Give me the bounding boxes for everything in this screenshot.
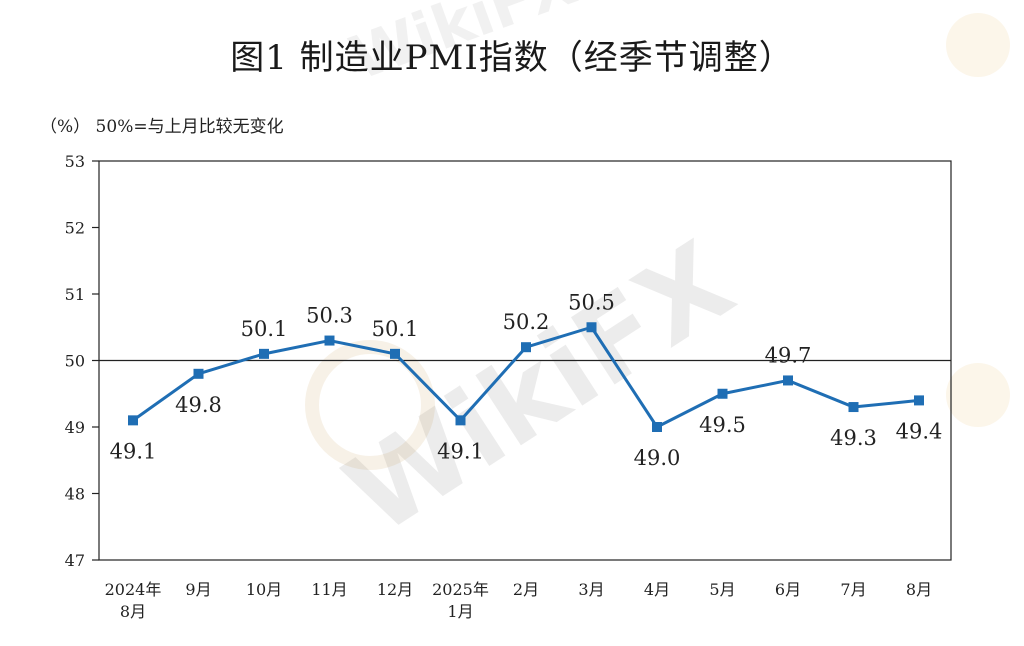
data-point (193, 368, 204, 379)
chart-subtitle: （%） 50%=与上月比较无变化 (40, 117, 284, 137)
y-tick-label: 49 (65, 418, 85, 437)
watermark-text: WikiFX (341, 0, 585, 94)
x-tick-label: 2025年 (432, 580, 489, 599)
watermark-logo (305, 340, 435, 470)
data-label: 50.3 (306, 304, 353, 328)
y-tick-label: 51 (65, 285, 85, 304)
data-point (914, 395, 924, 406)
data-point (128, 415, 138, 426)
data-label: 49.5 (699, 413, 746, 437)
data-labels: 49.1 49.8 50.1 50.3 50.1 49.1 50.2 50.5 49.0 49.5… (110, 290, 943, 470)
data-point (455, 415, 466, 426)
y-axis: 47 48 49 50 51 52 53 (65, 152, 99, 570)
data-point (324, 335, 335, 346)
data-point (717, 388, 728, 399)
data-point (848, 402, 859, 413)
x-tick-label: 11月 (311, 580, 347, 599)
data-label: 50.1 (241, 317, 288, 341)
data-label: 49.1 (110, 439, 157, 463)
watermark-text: WikiFX (324, 217, 754, 558)
data-point (390, 348, 400, 359)
x-axis: 2024年 8月 9月 10月 11月 12月 2025年 1月 2月 3月 4月 5月 6月 7月 8月 (105, 580, 932, 621)
data-point (586, 322, 597, 333)
x-tick-label: 5月 (709, 580, 735, 599)
data-points (128, 322, 924, 432)
x-tick-label: 8月 (120, 602, 146, 621)
x-tick-label: 6月 (775, 580, 801, 599)
data-label: 49.1 (437, 439, 484, 463)
data-label: 49.0 (634, 446, 681, 470)
watermark-logo (946, 13, 1010, 77)
x-tick-label: 2024年 (105, 580, 162, 599)
chart-title: 图1 制造业PMI指数（经季节调整） (230, 38, 794, 78)
data-label: 49.4 (896, 419, 943, 443)
x-tick-label: 12月 (377, 580, 413, 599)
x-tick-label: 2月 (513, 580, 539, 599)
data-point (259, 348, 269, 359)
data-point (783, 375, 793, 386)
data-label: 50.1 (372, 317, 419, 341)
x-tick-label: 7月 (840, 580, 866, 599)
data-point (652, 422, 662, 432)
data-point (521, 342, 531, 353)
watermark-logo (946, 363, 1010, 427)
watermark-layer: WikiFX WikiFX (305, 0, 1010, 559)
data-label: 50.2 (503, 310, 550, 334)
y-tick-label: 48 (65, 485, 85, 504)
x-tick-label: 4月 (644, 580, 670, 599)
y-tick-label: 47 (65, 551, 85, 570)
x-tick-label: 9月 (185, 580, 211, 599)
y-tick-label: 53 (65, 152, 85, 171)
data-label: 49.3 (830, 426, 877, 450)
data-label: 49.7 (765, 343, 812, 367)
x-tick-label: 1月 (447, 602, 473, 621)
data-label: 50.5 (568, 290, 615, 314)
x-tick-label: 8月 (906, 580, 932, 599)
data-label: 49.8 (175, 393, 222, 417)
x-tick-label: 10月 (246, 580, 282, 599)
y-tick-label: 52 (65, 219, 85, 238)
x-tick-label: 3月 (578, 580, 604, 599)
y-tick-label: 50 (65, 352, 85, 371)
